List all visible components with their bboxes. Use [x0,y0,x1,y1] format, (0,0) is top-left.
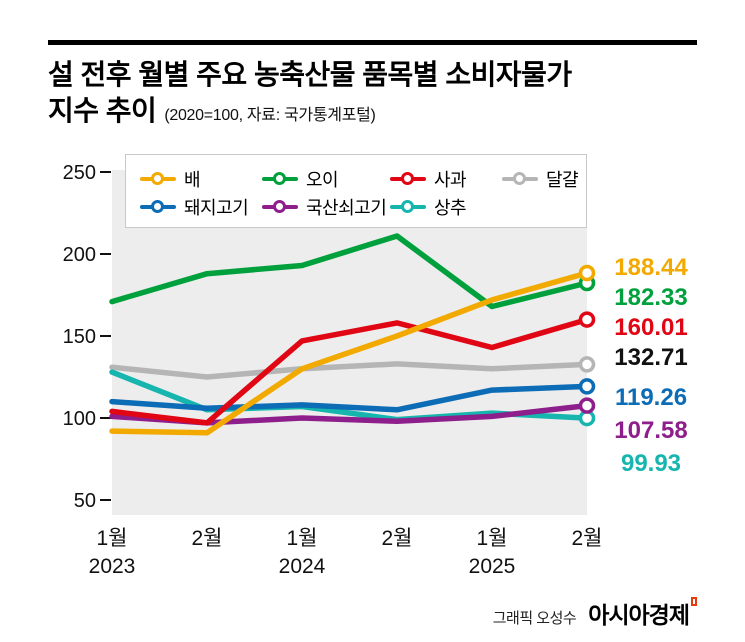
legend-item-apple: 사과 [390,166,502,192]
end-value-label-apple: 160.01 [614,314,687,341]
legend-label-pork: 돼지고기 [184,198,249,218]
legend-label-apple: 사과 [434,170,467,190]
y-tick-label: 200 [63,244,96,266]
y-tick-label: 250 [63,162,96,184]
legend-marker-icon-pear [140,172,176,186]
legend-marker-icon-beef [262,200,298,214]
x-label-year: 2024 [279,555,326,578]
y-tick-label: 150 [63,326,96,348]
legend-item-egg: 달걀 [502,166,586,192]
legend-item-beef: 국산쇠고기 [262,194,390,220]
legend-marker-icon-apple [390,172,426,186]
legend-label-lettuce: 상추 [434,198,467,218]
legend-item-pear: 배 [140,166,262,192]
legend-marker-icon-lettuce [390,200,426,214]
series-line-pear [109,270,590,436]
end-value-label-pear: 188.44 [614,254,688,281]
y-tick-label: 100 [63,408,96,430]
x-label-month: 2월 [192,527,223,550]
legend-row-1: 배 오이 사과 달걀 [140,165,586,193]
x-label-month: 1월 [477,527,508,550]
legend-item-pork: 돼지고기 [140,194,262,220]
legend-marker-icon-pork [140,200,176,214]
x-label-month: 1월 [287,527,318,550]
end-value-label-pork: 119.26 [615,384,687,411]
series-endpoint-apple [578,311,596,328]
series-line-pork [109,383,590,413]
legend-marker-icon-egg [502,172,538,186]
top-rule [48,40,697,45]
y-tick-label: 50 [74,490,96,512]
title-block: 설 전후 월별 주요 농축산물 품목별 소비자물가 지수 추이 (2020=10… [48,57,708,130]
series-endpoint-egg [578,356,596,373]
legend-marker-icon-cucumber [262,172,298,186]
brand-logo: 아시아경제 [588,596,697,630]
page-title-line2: 지수 추이 [48,95,157,127]
legend-label-egg: 달걀 [546,170,579,190]
credit-line: 그래픽 오성수 아시아경제 [493,596,697,630]
end-value-label-cucumber: 182.33 [614,284,687,311]
series-line-egg [109,361,590,380]
end-value-label-egg: 132.71 [614,344,687,371]
end-value-label-lettuce: 99.93 [621,450,681,477]
series-endpoint-beef [578,397,596,414]
x-label-month: 2월 [572,527,603,550]
legend-row-2: 돼지고기 국산쇠고기 상추 [140,193,586,221]
legend-label-beef: 국산쇠고기 [306,198,387,218]
page-subtitle: (2020=100, 자료: 국가통계포털) [164,107,376,125]
x-label-year: 2025 [469,555,516,578]
graphic-credit: 그래픽 오성수 [492,610,577,627]
legend-label-pear: 배 [184,170,201,190]
series-endpoint-pork [578,378,596,395]
series-line-cucumber [109,233,590,310]
x-label-month: 1월 [97,527,128,550]
page-title-line1: 설 전후 월별 주요 농축산물 품목별 소비자물가 [48,59,572,90]
series-line-apple [109,316,590,426]
legend-item-cucumber: 오이 [262,166,390,192]
legend-label-cucumber: 오이 [306,170,339,190]
x-label-month: 2월 [382,527,413,550]
legend-item-lettuce: 상추 [390,194,502,220]
x-label-year: 2023 [89,555,136,578]
end-value-label-beef: 107.58 [614,417,687,444]
series-endpoint-pear [578,264,596,282]
brand-logo-mark [691,597,697,606]
